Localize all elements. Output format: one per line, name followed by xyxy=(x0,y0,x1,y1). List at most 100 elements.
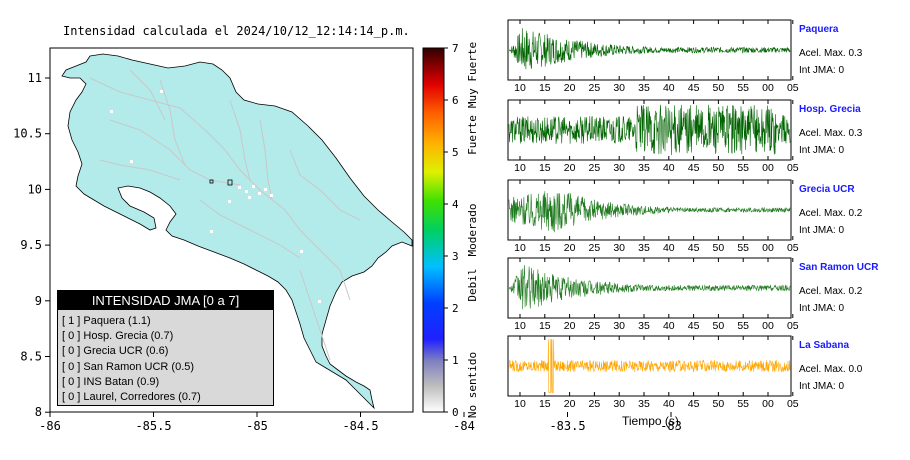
x-tick-label: 25 xyxy=(589,82,601,94)
accel-max-label: Acel. Max. 0.3 xyxy=(799,48,863,59)
colorbar-category: Moderado xyxy=(466,204,479,257)
y-tick-label: 9.5 xyxy=(20,238,42,252)
road-lines xyxy=(89,69,361,361)
colorbar-category-labels: No sentido Debil Moderado Fuerte Muy Fuerte xyxy=(466,42,479,418)
colorbar-ticks: 0 1 2 3 4 5 6 7 xyxy=(444,42,459,419)
x-tick-label: 10 xyxy=(514,242,526,254)
accel-max-label: Acel. Max. 0.2 xyxy=(799,286,863,297)
x-tick-label: 45 xyxy=(688,242,700,254)
waveform-panel: 10 15 20 25 30 35 40 45 50 55 00 05 xyxy=(507,257,799,332)
x-tick-label: 40 xyxy=(663,242,675,254)
station-name: Paquera xyxy=(799,24,839,35)
colorbar-category: Fuerte xyxy=(466,115,479,155)
jma-intensity-label: Int JMA: 0 xyxy=(799,303,845,314)
x-tick-label: 50 xyxy=(713,162,725,174)
x-tick-label: 05 xyxy=(787,162,799,174)
map-title: Intensidad calculada el 2024/10/12_12:14… xyxy=(63,24,410,38)
colorbar-tick-label: 0 xyxy=(452,406,459,419)
x-tick-label: -84.5 xyxy=(342,419,378,433)
costa-rica-landmass xyxy=(61,53,413,410)
x-tick-label: -86 xyxy=(39,419,61,433)
x-tick-label: -85.5 xyxy=(135,419,171,433)
y-tick-label: 11 xyxy=(28,71,42,85)
x-tick-label: 20 xyxy=(564,242,576,254)
colorbar-tick-label: 2 xyxy=(452,302,459,315)
waveform-trace xyxy=(508,104,791,156)
x-tick-label: 15 xyxy=(539,398,551,410)
legend-item: [ 0 ] Grecia UCR (0.6) xyxy=(62,345,169,358)
x-tick-label: 50 xyxy=(713,82,725,94)
x-tick-label: -84 xyxy=(453,419,475,433)
accel-max-label: Acel. Max. 0.0 xyxy=(799,364,863,375)
x-tick-label: 10 xyxy=(514,320,526,332)
waveform-panel: 10 15 20 25 30 35 40 45 50 55 00 05 xyxy=(507,179,799,254)
x-tick-label: 25 xyxy=(589,162,601,174)
x-tick-label: 30 xyxy=(613,162,625,174)
jma-intensity-label: Int JMA: 0 xyxy=(799,381,845,392)
x-tick-label: 00 xyxy=(762,82,774,94)
colorbar-tick-label: 4 xyxy=(452,198,459,211)
x-tick-label: 20 xyxy=(564,82,576,94)
y-tick-label: 10.5 xyxy=(13,127,42,141)
map-y-axis: 11 10.5 10 9.5 9 8.5 8 xyxy=(13,71,50,419)
colorbar-tick-label: 6 xyxy=(452,94,459,107)
x-tick-label: 15 xyxy=(539,320,551,332)
x-tick-label: 20 xyxy=(564,162,576,174)
y-tick-label: 9 xyxy=(35,294,42,308)
waveform-trace xyxy=(508,265,791,310)
x-tick-label: 35 xyxy=(638,242,650,254)
x-tick-label: 40 xyxy=(663,398,675,410)
colorbar-tick-label: 7 xyxy=(452,42,459,55)
map-frame xyxy=(49,47,414,413)
x-tick-label: 20 xyxy=(564,320,576,332)
waveform-panels: 10 15 20 25 30 35 40 45 50 55 00 05 10 15 20 25 30 35 40 45… xyxy=(507,19,799,410)
x-tick-label: 55 xyxy=(737,162,749,174)
x-axis-label: Tiempo (s) xyxy=(622,414,679,428)
x-tick-label: 50 xyxy=(713,320,725,332)
x-tick-label: 05 xyxy=(787,320,799,332)
x-tick-label: 45 xyxy=(688,162,700,174)
x-tick-label: 35 xyxy=(638,82,650,94)
x-tick-label: 40 xyxy=(663,320,675,332)
legend-item: [ 0 ] Hosp. Grecia (0.7) xyxy=(62,330,174,343)
x-tick-label: 45 xyxy=(688,82,700,94)
waveform-trace xyxy=(508,339,791,393)
x-tick-label: 45 xyxy=(688,398,700,410)
colorbar-tick-label: 1 xyxy=(452,354,459,367)
legend-header: INTENSIDAD JMA [0 a 7] xyxy=(58,291,273,310)
legend-item: [ 0 ] San Ramon UCR (0.5) xyxy=(62,360,195,373)
y-tick-label: 8 xyxy=(35,405,42,419)
x-tick-label: 15 xyxy=(539,162,551,174)
waveform-panel: 10 15 20 25 30 35 40 45 50 55 00 05 xyxy=(507,335,799,410)
x-tick-label: 50 xyxy=(713,242,725,254)
waveform-frame xyxy=(507,19,792,81)
accel-max-label: Acel. Max. 0.3 xyxy=(799,128,863,139)
x-tick-label: 40 xyxy=(663,82,675,94)
x-tick-label: 30 xyxy=(613,320,625,332)
x-tick-label: 30 xyxy=(613,398,625,410)
x-tick-label: 15 xyxy=(539,82,551,94)
legend-item: [ 1 ] Paquera (1.1) xyxy=(62,315,151,327)
colorbar-category: Debil xyxy=(466,268,479,301)
accel-max-label: Acel. Max. 0.2 xyxy=(799,208,863,219)
waveform-panel: 10 15 20 25 30 35 40 45 50 55 00 05 xyxy=(507,99,799,174)
colorbar-category: No sentido xyxy=(466,352,479,418)
x-tick-label: 05 xyxy=(787,242,799,254)
epicenter-marker xyxy=(227,179,233,186)
x-tick-label: 55 xyxy=(737,82,749,94)
x-tick-label: 50 xyxy=(713,398,725,410)
y-tick-label: 10 xyxy=(28,182,42,196)
x-tick-label: 35 xyxy=(638,398,650,410)
colorbar-category: Muy Fuerte xyxy=(466,42,479,108)
x-tick-label: 45 xyxy=(688,320,700,332)
x-tick-label: 10 xyxy=(514,398,526,410)
x-tick-label: 30 xyxy=(613,82,625,94)
x-tick-label: 00 xyxy=(762,242,774,254)
x-tick-label: 35 xyxy=(638,162,650,174)
station-name: San Ramon UCR xyxy=(799,262,879,273)
town-markers xyxy=(110,90,373,353)
x-tick-label: 35 xyxy=(638,320,650,332)
x-tick-label: 55 xyxy=(737,320,749,332)
x-tick-label: 55 xyxy=(737,398,749,410)
x-tick-label: 15 xyxy=(539,242,551,254)
